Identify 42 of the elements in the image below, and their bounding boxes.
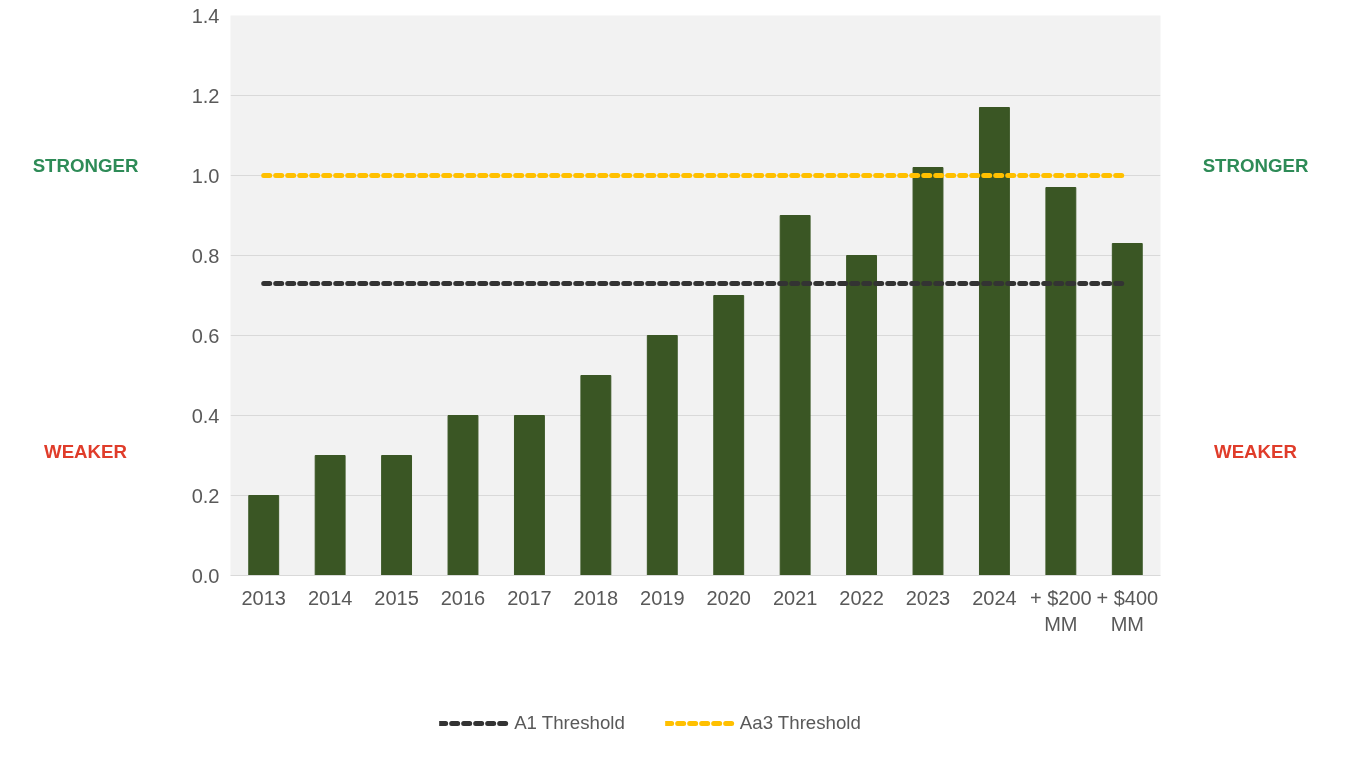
y-tick-label: 0.6 bbox=[191, 324, 220, 347]
bar bbox=[513, 415, 545, 576]
x-tick-label: 2017 bbox=[507, 586, 552, 609]
x-tick-label: 2018 bbox=[573, 586, 619, 609]
bar bbox=[713, 295, 745, 576]
bar bbox=[779, 215, 811, 576]
y-tick-label: 0.2 bbox=[191, 484, 220, 507]
bar bbox=[912, 167, 944, 576]
x-tick-label: 2022 bbox=[839, 586, 884, 609]
x-tick-label: 2024 bbox=[972, 586, 1017, 609]
text: STRONGER bbox=[1202, 154, 1309, 176]
x-tick-label: 2020 bbox=[706, 586, 751, 609]
y-tick-label: 1.0 bbox=[191, 164, 220, 187]
x-tick-label: 2014 bbox=[307, 586, 353, 609]
text: WEAKER bbox=[1214, 441, 1298, 463]
legend-label: Aa3 Threshold bbox=[739, 711, 861, 734]
y-tick-label: 0.8 bbox=[191, 244, 220, 267]
bar bbox=[846, 255, 878, 576]
bar bbox=[1045, 187, 1077, 576]
y-tick-label: 1.2 bbox=[191, 84, 220, 107]
bar bbox=[381, 455, 413, 576]
x-tick-label: 2016 bbox=[440, 586, 486, 609]
bar bbox=[580, 375, 612, 576]
x-tick-label: + $200 MM bbox=[1029, 586, 1092, 635]
y-tick-label: 1.4 bbox=[191, 4, 220, 27]
bar bbox=[447, 415, 479, 576]
legend-label: A1 Threshold bbox=[514, 711, 625, 734]
text: WEAKER bbox=[44, 441, 128, 463]
y-tick-label: 0.0 bbox=[191, 564, 220, 587]
x-tick-label: 2013 bbox=[241, 586, 286, 609]
x-tick-label: + $400 MM bbox=[1096, 586, 1159, 635]
bar bbox=[1111, 243, 1143, 576]
text: STRONGER bbox=[32, 154, 139, 176]
x-tick-label: 2021 bbox=[772, 586, 818, 609]
bar bbox=[978, 107, 1010, 576]
bar bbox=[248, 495, 280, 576]
x-tick-label: 2015 bbox=[374, 586, 419, 609]
bar bbox=[314, 455, 346, 576]
x-tick-label: 2023 bbox=[905, 586, 951, 609]
x-tick-label: 2019 bbox=[640, 586, 685, 609]
bar bbox=[646, 335, 678, 576]
y-tick-label: 0.4 bbox=[191, 404, 220, 427]
